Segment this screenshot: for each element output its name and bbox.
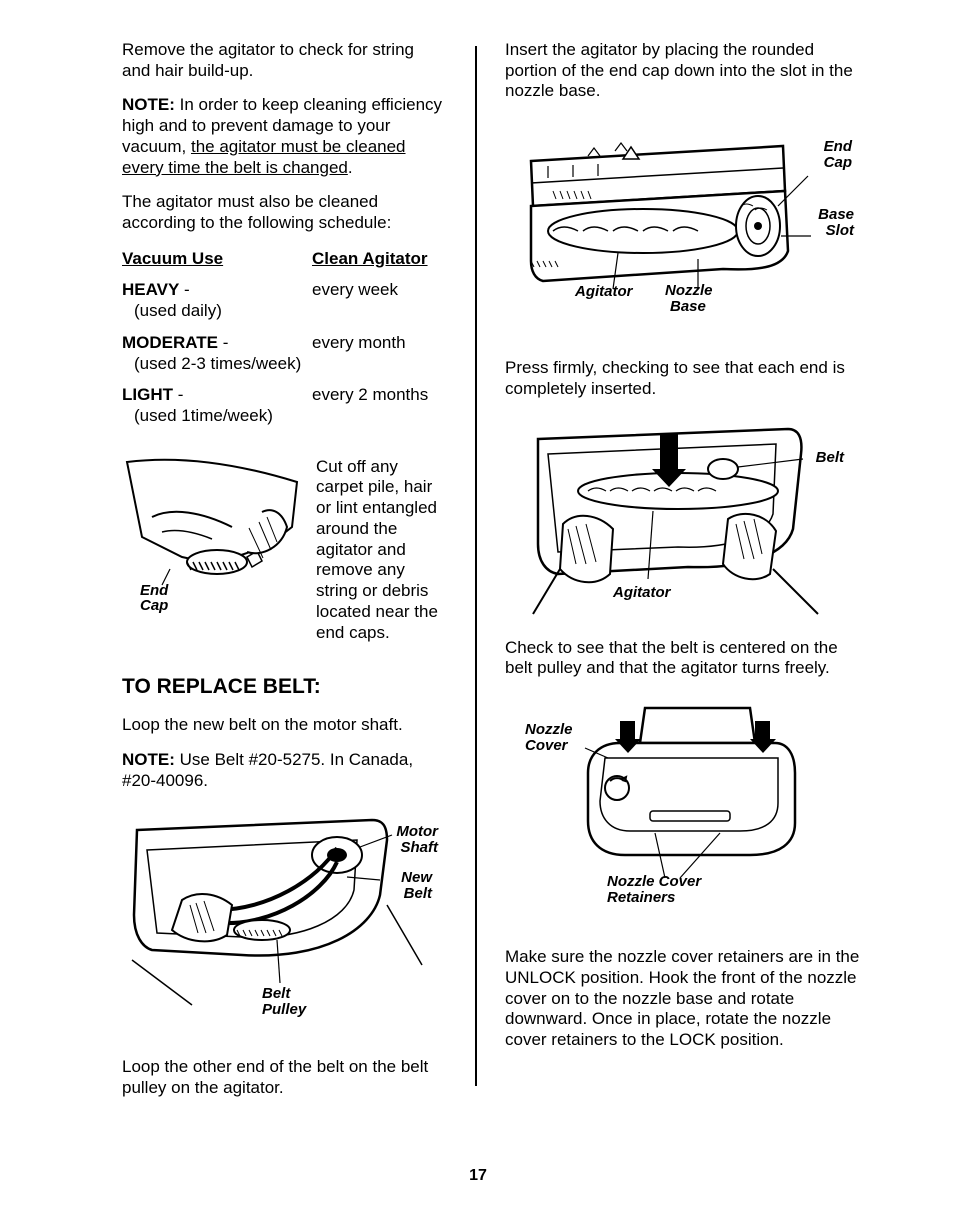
- use-moderate: MODERATE - (used 2-3 times/week): [122, 332, 312, 375]
- label-nozzle: Nozzle: [525, 721, 573, 738]
- para-press-firmly: Press firmly, checking to see that each …: [505, 358, 860, 399]
- table-header-row: Vacuum Use Clean Agitator: [122, 248, 447, 269]
- label-belt2: Belt: [262, 985, 290, 1002]
- use-light: LIGHT - (used 1time/week): [122, 384, 312, 427]
- label-belt: Belt: [404, 885, 432, 902]
- page-number: 17: [62, 1157, 894, 1215]
- page: Remove the agitator to check for string …: [0, 0, 954, 1215]
- clean-freq: every month: [312, 332, 447, 375]
- para-note-cleaning: NOTE: In order to keep cleaning efficien…: [122, 95, 447, 178]
- table-row: LIGHT - (used 1time/week) every 2 months: [122, 384, 447, 427]
- para-insert-agitator: Insert the agitator by placing the round…: [505, 40, 860, 102]
- figure-with-text: End Cap Cut off any carpet pile, hair or…: [122, 457, 447, 644]
- use-heavy: HEAVY - (used daily): [122, 279, 312, 322]
- use-detail: (used 2-3 times/week): [122, 354, 301, 373]
- label-base: Base: [818, 206, 854, 223]
- figure-motor-shaft-belt: Motor Shaft New Belt Belt Pulley: [122, 805, 442, 1025]
- label-cap: Cap: [140, 597, 168, 614]
- label-pulley: Pulley: [262, 1001, 306, 1018]
- clean-freq: every week: [312, 279, 447, 322]
- table-row: MODERATE - (used 2-3 times/week) every m…: [122, 332, 447, 375]
- note-label: NOTE:: [122, 95, 175, 114]
- use-detail: (used 1time/week): [122, 406, 273, 425]
- label-agitator: Agitator: [613, 584, 671, 601]
- use-label: HEAVY: [122, 280, 179, 299]
- para-nozzle-cover-lock: Make sure the nozzle cover retainers are…: [505, 947, 860, 1051]
- label-cover: Cover: [525, 737, 568, 754]
- para-check-belt-centered: Check to see that the belt is centered o…: [505, 638, 860, 679]
- note-text-end: .: [348, 158, 353, 177]
- note-label: NOTE:: [122, 750, 175, 769]
- cleaning-schedule-table: Vacuum Use Clean Agitator HEAVY - (used …: [122, 248, 447, 437]
- para-loop-pulley: Loop the other end of the belt on the be…: [122, 1057, 447, 1098]
- para-schedule-intro: The agitator must also be cleaned accord…: [122, 192, 447, 233]
- use-dash: -: [218, 333, 228, 352]
- header-clean-agitator: Clean Agitator: [312, 248, 447, 269]
- label-end: End: [824, 138, 852, 155]
- use-label: LIGHT: [122, 385, 173, 404]
- figure-nozzle-base-slot: End Cap Base Slot Agitator Nozzle Base: [505, 116, 860, 326]
- label-retainers: Retainers: [607, 889, 675, 906]
- label-shaft: Shaft: [401, 839, 439, 856]
- left-column: Remove the agitator to check for string …: [122, 40, 447, 1157]
- use-dash: -: [173, 385, 183, 404]
- label-slot: Slot: [826, 222, 854, 239]
- use-label: MODERATE: [122, 333, 218, 352]
- para-note-belt-number: NOTE: Use Belt #20-5275. In Canada, #20-…: [122, 750, 447, 791]
- para-loop-motor-shaft: Loop the new belt on the motor shaft.: [122, 715, 447, 736]
- clean-freq: every 2 months: [312, 384, 447, 427]
- label-nozzle-cover: Nozzle Cover: [607, 873, 701, 890]
- label-new: New: [401, 869, 432, 886]
- figure-nozzle-cover: Nozzle Cover Nozzle Cover Retainers: [535, 693, 835, 923]
- figure-press-agitator: Belt Agitator: [505, 414, 860, 624]
- para-remove-agitator: Remove the agitator to check for string …: [122, 40, 447, 81]
- two-column-layout: Remove the agitator to check for string …: [122, 40, 894, 1157]
- figure-end-cap-cleaning: End Cap: [122, 457, 302, 607]
- right-column: Insert the agitator by placing the round…: [505, 40, 860, 1157]
- label-base2: Base: [670, 298, 706, 315]
- header-vacuum-use: Vacuum Use: [122, 248, 312, 269]
- column-divider: [475, 46, 477, 1086]
- label-agitator: Agitator: [575, 283, 633, 300]
- label-cap: Cap: [824, 154, 852, 171]
- label-belt: Belt: [816, 449, 844, 466]
- label-motor: Motor: [396, 823, 438, 840]
- table-row: HEAVY - (used daily) every week: [122, 279, 447, 322]
- use-dash: -: [179, 280, 189, 299]
- label-nozzle: Nozzle: [665, 282, 713, 299]
- use-detail: (used daily): [122, 301, 222, 320]
- section-heading-replace-belt: TO REPLACE BELT:: [122, 675, 447, 699]
- para-cut-debris: Cut off any carpet pile, hair or lint en…: [316, 457, 447, 644]
